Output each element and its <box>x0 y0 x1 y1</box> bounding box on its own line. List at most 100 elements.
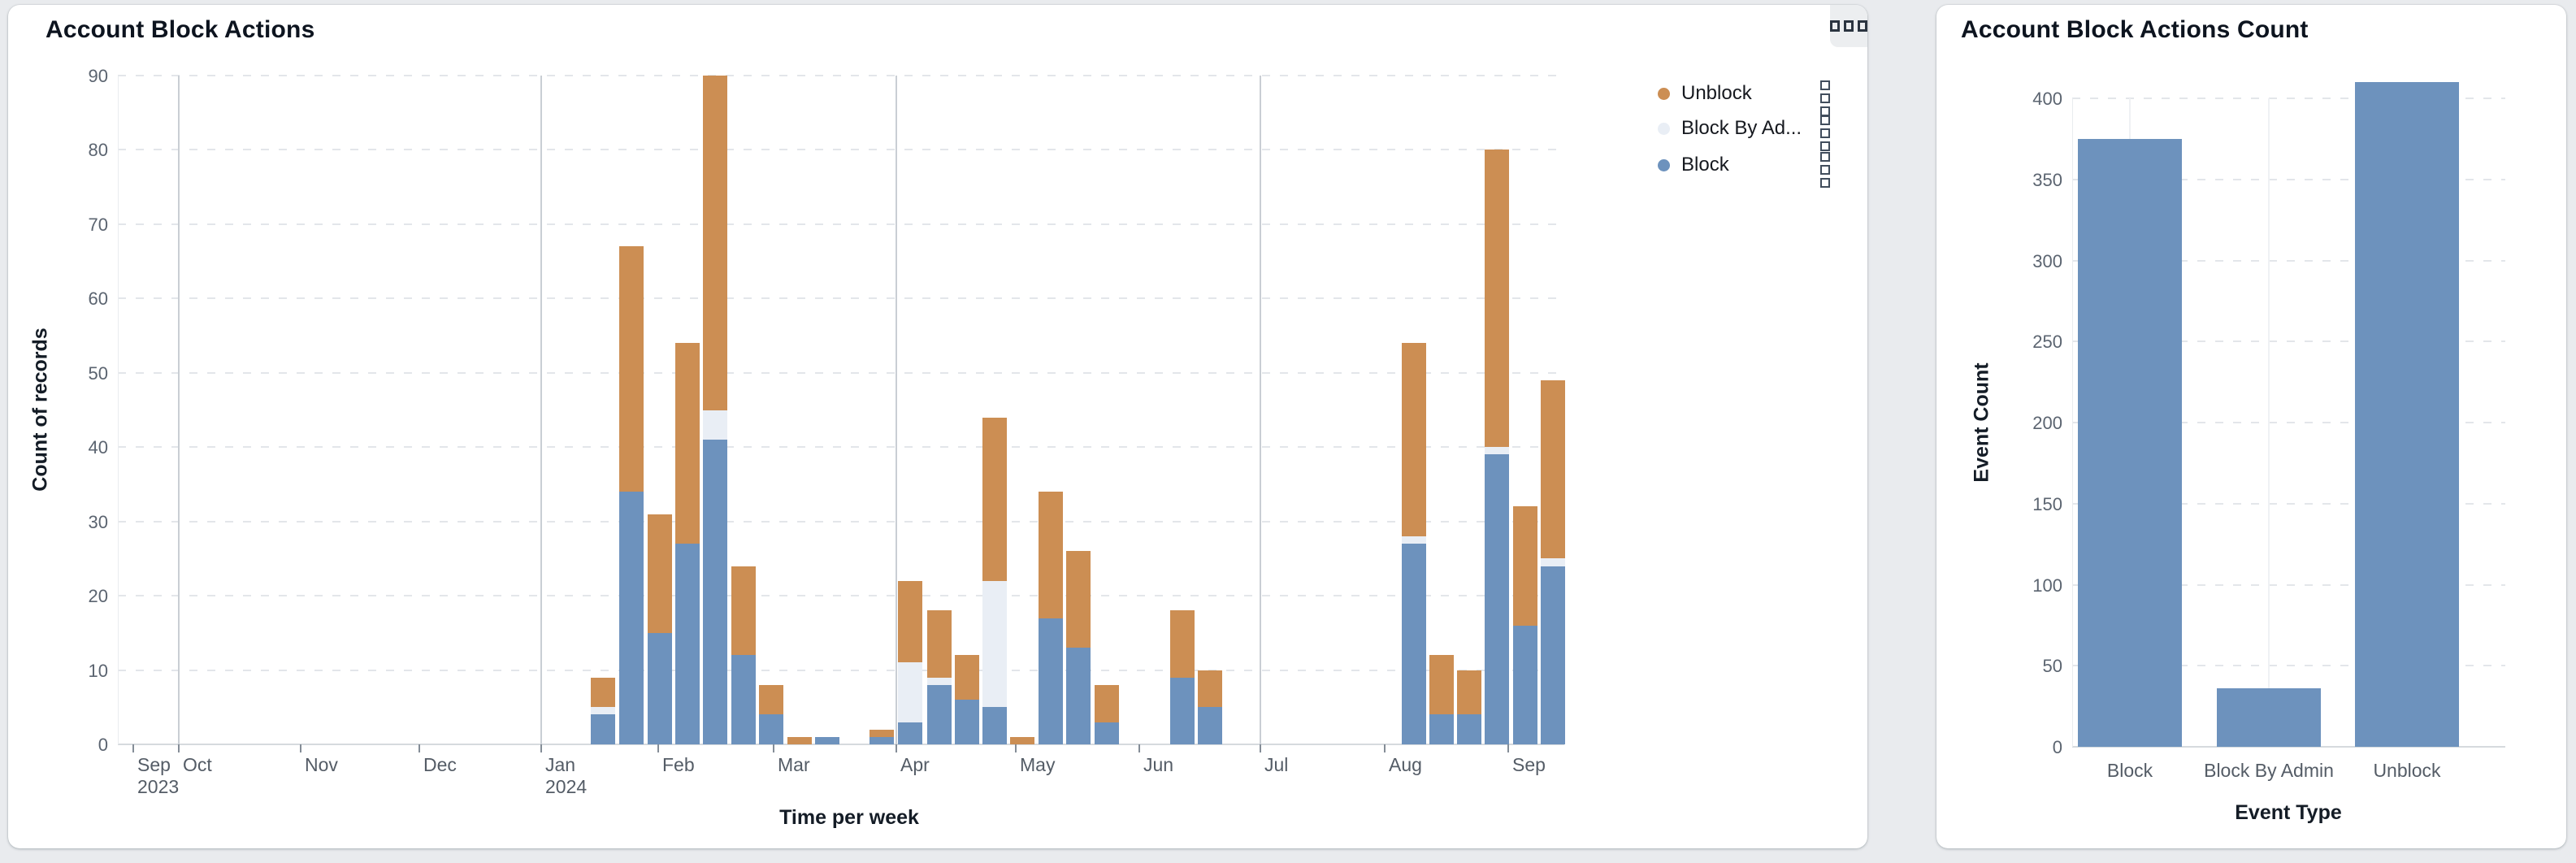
bar-block-by-admin[interactable] <box>2217 688 2321 747</box>
y-gridline <box>118 669 1564 671</box>
stacked-bar-week[interactable] <box>815 737 839 744</box>
bar-block[interactable] <box>2078 138 2182 747</box>
stacked-bar-week[interactable] <box>591 678 615 744</box>
y-tick-label: 300 <box>2032 250 2062 271</box>
legend-label: Block <box>1681 154 1729 176</box>
stacked-bar-week[interactable] <box>1457 670 1481 744</box>
y-gridline <box>2072 502 2505 505</box>
stacked-bar-week[interactable] <box>1513 506 1537 744</box>
legend-label: Block By Ad... <box>1681 117 1802 139</box>
stacked-bar-week[interactable] <box>927 610 952 744</box>
y-tick-label: 100 <box>2032 575 2062 596</box>
bar-segment-block <box>1066 648 1091 744</box>
y-tick-label: 50 <box>2042 656 2062 677</box>
legend-item-unblock[interactable]: Unblock <box>1658 82 1752 105</box>
stacked-bar-week[interactable] <box>619 246 644 744</box>
bar-segment-unblock <box>1039 492 1063 618</box>
x-tick-mark <box>132 744 134 752</box>
stacked-bar-week[interactable] <box>731 566 756 744</box>
stacked-bar-week[interactable] <box>982 418 1007 744</box>
y-gridline <box>118 223 1564 225</box>
bar-segment-block <box>1513 625 1537 744</box>
stacked-bar-week[interactable] <box>1095 685 1119 744</box>
legend-item-block-by-admin[interactable]: Block By Ad... <box>1658 117 1802 140</box>
x-tick-label: Nov <box>305 754 338 775</box>
bar-segment-unblock <box>703 76 727 410</box>
bar-segment-unblock <box>1485 150 1509 448</box>
x-tick-label: Feb <box>662 754 695 775</box>
bar-segment-block <box>815 736 839 744</box>
x-tick-mark <box>1260 744 1261 752</box>
bar-segment-block <box>619 492 644 744</box>
x-tick-mark <box>540 744 542 752</box>
bar-segment-block-by-admin <box>1485 447 1509 455</box>
y-gridline <box>118 595 1564 597</box>
x-tick-mark <box>896 744 897 752</box>
stacked-bar-week[interactable] <box>759 685 783 744</box>
bar-segment-unblock <box>1198 670 1222 708</box>
bar-segment-block <box>1402 544 1426 744</box>
quarter-gridline <box>540 76 542 744</box>
stacked-bar-week[interactable] <box>675 343 700 744</box>
bar-segment-block <box>591 714 615 744</box>
legend-item-block[interactable]: Block <box>1658 154 1729 176</box>
stacked-bar-week[interactable] <box>648 514 672 744</box>
stacked-bar-week[interactable] <box>898 581 922 744</box>
y-tick-label: 150 <box>2032 493 2062 514</box>
bar-segment-block-by-admin <box>591 707 615 715</box>
drag-handle-icon[interactable] <box>1820 152 1830 188</box>
x-tick-mark <box>773 744 774 752</box>
drag-handle-icon[interactable] <box>1820 115 1830 151</box>
stacked-bar-week[interactable] <box>1170 610 1195 744</box>
y-tick-label: 20 <box>88 586 108 607</box>
panel-title: Account Block Actions Count <box>1961 16 2309 43</box>
y-tick-label: 60 <box>88 288 108 310</box>
y-gridline <box>2072 583 2505 586</box>
bar-segment-block <box>731 655 756 744</box>
stacked-bar-week[interactable] <box>870 730 894 744</box>
x-tick-label: Oct <box>183 754 212 775</box>
stacked-bar-week[interactable] <box>1198 670 1222 744</box>
y-tick-label: 10 <box>88 660 108 681</box>
stacked-bar-week[interactable] <box>955 655 979 744</box>
stacked-bar-week[interactable] <box>1039 492 1063 744</box>
y-tick-label: 350 <box>2032 169 2062 190</box>
y-tick-label: 90 <box>88 66 108 86</box>
bar-unblock[interactable] <box>2355 82 2459 747</box>
panel-options-button[interactable] <box>1830 5 1867 47</box>
panel-title: Account Block Actions <box>46 16 315 43</box>
y-gridline <box>2072 422 2505 423</box>
stacked-bar-week[interactable] <box>1402 343 1426 744</box>
stacked-bar-week[interactable] <box>1485 150 1509 744</box>
y-gridline <box>118 75 1564 76</box>
bar-segment-block-by-admin <box>982 580 1007 708</box>
legend-color-dot <box>1658 87 1670 100</box>
y-tick-label: 30 <box>88 511 108 532</box>
x-tick-label: Aug <box>1389 754 1422 775</box>
bar-segment-unblock <box>675 343 700 544</box>
bar-segment-unblock <box>759 684 783 715</box>
bar-segment-unblock <box>1170 610 1195 678</box>
stacked-bar-week[interactable] <box>1010 737 1034 744</box>
x-tick-mark <box>657 744 659 752</box>
stacked-bar-week[interactable] <box>787 737 812 744</box>
stacked-bar-week[interactable] <box>1066 551 1091 744</box>
bar-segment-unblock <box>648 514 672 633</box>
drag-handle-icon[interactable] <box>1820 80 1830 116</box>
bar-segment-block-by-admin <box>1402 536 1426 544</box>
quarter-gridline <box>896 76 897 744</box>
y-gridline <box>2072 98 2505 99</box>
stacked-bar-week[interactable] <box>703 76 727 744</box>
bar-segment-block <box>898 722 922 744</box>
stacked-bar-week[interactable] <box>1541 380 1565 744</box>
stacked-bar-week[interactable] <box>1429 655 1454 744</box>
panel-account-block-actions: Account Block Actions Count of records 0… <box>8 5 1867 848</box>
y-gridline <box>118 520 1564 523</box>
panel-options-icon <box>1830 20 1840 32</box>
legend-label: Unblock <box>1681 82 1752 104</box>
y-gridline <box>118 371 1564 374</box>
bar-chart: 0 50 100 150 200 250 300 350 400 Block Block By Ad… <box>1936 5 2566 848</box>
bar-segment-block <box>982 707 1007 744</box>
y-tick-label: 200 <box>2032 413 2062 433</box>
